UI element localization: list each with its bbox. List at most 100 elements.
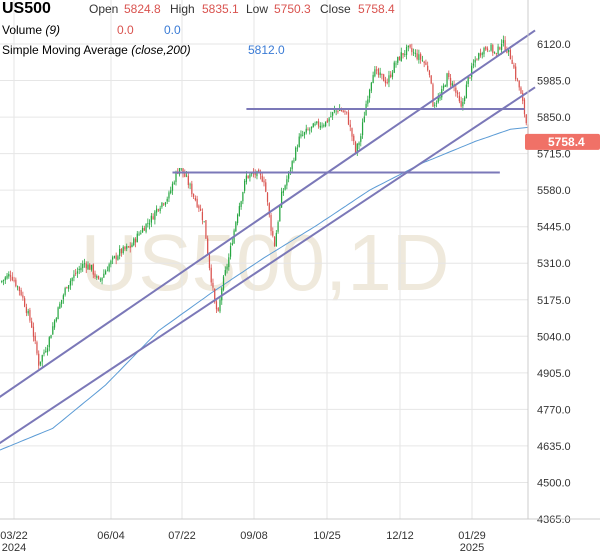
candle-body <box>354 141 357 153</box>
candle-body <box>427 65 429 71</box>
candle-body <box>80 267 82 271</box>
candle-body <box>428 70 431 75</box>
candle-body <box>120 248 123 254</box>
candle-body <box>374 69 376 77</box>
candle-body <box>161 202 163 207</box>
candle-body <box>168 192 170 199</box>
x-tick-year: 2025 <box>460 542 484 554</box>
candle-body <box>245 175 248 182</box>
candle-body <box>9 275 12 277</box>
candle-body <box>432 84 434 107</box>
candle-body <box>122 246 124 254</box>
candle-body <box>439 96 441 99</box>
candle-body <box>316 121 318 124</box>
candle-body <box>280 191 283 208</box>
candle-body <box>293 160 295 162</box>
candle-body <box>363 116 365 123</box>
candle-body <box>493 51 496 53</box>
candle-body <box>166 198 168 202</box>
trendline[interactable] <box>0 29 536 404</box>
candle-body <box>272 231 274 236</box>
candle-body <box>11 276 13 281</box>
candle-body <box>45 351 47 353</box>
candle-body <box>66 287 68 289</box>
candle-body <box>335 110 337 112</box>
candle-body <box>397 56 399 63</box>
candle-body <box>474 59 476 63</box>
candle-body <box>200 208 202 211</box>
candle-body <box>198 205 200 209</box>
candle-body <box>472 63 475 66</box>
candle-body <box>321 125 323 127</box>
candle-body <box>62 295 64 300</box>
volume-label: Volume (9) <box>2 23 60 37</box>
candle-body <box>497 46 499 55</box>
candle-body <box>39 361 42 365</box>
candle-body <box>41 355 43 362</box>
x-tick-label: 07/22 <box>168 530 196 542</box>
candle-body <box>110 260 112 265</box>
y-tick-label: 5715.0 <box>537 149 571 161</box>
candle-body <box>143 228 145 231</box>
volume-value-1: 0.0 <box>117 23 134 37</box>
trendline[interactable] <box>0 86 536 450</box>
candle-body <box>59 303 61 309</box>
candle-body <box>104 271 107 275</box>
candle-body <box>344 110 346 112</box>
candle-body <box>368 89 371 99</box>
candle-body <box>520 87 522 94</box>
candle-body <box>337 110 339 113</box>
candle-body <box>69 280 72 286</box>
sma-line <box>0 126 529 451</box>
candle-body <box>446 73 448 87</box>
candle-body <box>323 125 325 127</box>
candle-body <box>235 222 237 232</box>
candle-body <box>25 307 28 313</box>
candle-body <box>324 121 327 127</box>
candle-body <box>64 288 66 295</box>
candle-body <box>129 245 131 248</box>
candle-body <box>189 184 191 186</box>
candle-body <box>238 206 240 216</box>
high-label: High <box>170 2 195 16</box>
candle-body <box>379 72 381 76</box>
candle-body <box>38 353 40 366</box>
candle-body <box>481 53 483 55</box>
candle-body <box>266 192 269 202</box>
candle-body <box>349 124 351 127</box>
candle-body <box>217 308 219 311</box>
candle-body <box>60 299 63 304</box>
y-tick-label: 5175.0 <box>537 295 571 307</box>
candle-body <box>279 206 281 222</box>
candle-body <box>418 54 420 60</box>
candle-body <box>27 310 29 314</box>
candle-body <box>525 114 527 124</box>
candle-body <box>46 348 49 353</box>
high-value: 5835.1 <box>202 2 239 16</box>
candle-body <box>486 48 489 51</box>
candle-body <box>87 264 89 270</box>
y-tick-label: 5850.0 <box>537 112 571 124</box>
candle-body <box>275 232 277 247</box>
candle-body <box>367 99 369 104</box>
sma-value: 5812.0 <box>248 43 285 57</box>
candle-body <box>361 122 364 136</box>
candle-body <box>154 211 156 220</box>
candle-body <box>456 92 459 95</box>
candle-body <box>390 74 392 78</box>
trendlines[interactable] <box>0 29 536 450</box>
candle-body <box>347 112 350 125</box>
candle-body <box>515 66 517 80</box>
candle-body <box>307 129 309 131</box>
candle-body <box>471 65 473 78</box>
sma-label: Simple Moving Average (close,200) <box>2 43 191 57</box>
candle-body <box>356 143 358 153</box>
candle-body <box>412 52 415 54</box>
candle-body <box>434 104 436 106</box>
candle-body <box>370 82 372 91</box>
candle-body <box>460 101 462 107</box>
candle-body <box>126 246 128 249</box>
candle-body <box>180 168 182 170</box>
candle-body <box>351 128 353 137</box>
